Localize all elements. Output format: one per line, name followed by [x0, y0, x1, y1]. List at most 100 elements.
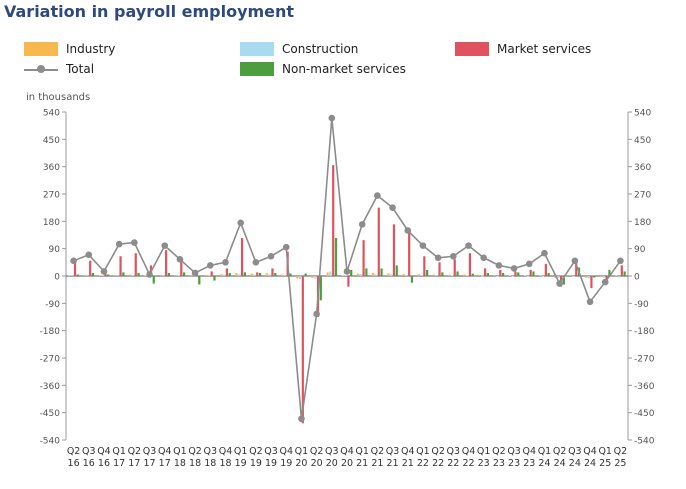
x-tick-label-year: 21 [402, 458, 414, 469]
legend-label-market-services: Market services [497, 42, 592, 56]
total-point [586, 298, 594, 306]
bar-market-services [256, 272, 259, 276]
bar-construction [496, 276, 499, 277]
x-tick-label-quarter: Q2 [128, 446, 142, 457]
x-tick-label-year: 16 [83, 458, 95, 469]
x-tick-label-quarter: Q4 [158, 446, 172, 457]
y-tick-label-left: -180 [40, 327, 61, 337]
bar-industry [356, 273, 360, 276]
bar-construction [238, 274, 241, 276]
bar-non-market-services [562, 276, 565, 285]
bar-non-market-services [258, 272, 262, 276]
legend-item-total: Total [24, 62, 94, 76]
bar-non-market-services [213, 276, 216, 281]
y-tick-label-left: 180 [43, 218, 60, 228]
legend-item-construction: Construction [240, 42, 358, 56]
x-tick-label-quarter: Q3 [143, 446, 157, 457]
y-tick-label-right: 270 [634, 191, 651, 201]
bar-market-services [210, 271, 213, 276]
bar-industry [372, 272, 375, 276]
total-point [282, 243, 290, 251]
total-point [115, 240, 123, 248]
x-tick-label-quarter: Q2 [492, 446, 506, 457]
bar-construction [602, 276, 605, 278]
bar-industry [204, 274, 208, 276]
x-tick-label-quarter: Q1 [416, 446, 430, 457]
legend-label-industry: Industry [66, 42, 116, 56]
bar-market-services [423, 256, 426, 276]
legend-label-non-market-services: Non-market services [282, 62, 406, 76]
total-point [419, 242, 427, 249]
x-tick-label-quarter: Q1 [295, 446, 309, 457]
x-tick-label-year: 21 [356, 458, 368, 469]
y-tick-label-left: 0 [54, 273, 60, 283]
total-point [267, 252, 275, 260]
bar-non-market-services [319, 276, 322, 301]
bar-construction [253, 274, 256, 276]
x-tick-label-year: 22 [417, 458, 429, 469]
x-tick-label-year: 18 [204, 458, 216, 469]
bar-non-market-services [198, 276, 201, 285]
bar-construction [283, 274, 286, 276]
bar-construction [617, 276, 621, 278]
bar-construction [481, 275, 484, 277]
bar-market-services [119, 256, 122, 276]
y-tick-label-right: -180 [634, 327, 655, 337]
y-tick-label-right: 180 [634, 218, 651, 228]
x-tick-label-year: 24 [569, 458, 581, 469]
bar-non-market-services [517, 272, 520, 276]
x-tick-label-year: 18 [174, 458, 186, 469]
legend-swatch-industry [24, 42, 58, 56]
bar-non-market-services [395, 265, 398, 276]
bar-construction [314, 276, 317, 279]
bar-non-market-services [426, 269, 429, 276]
total-point [465, 242, 472, 249]
bar-market-services [362, 240, 365, 276]
bar-market-services [514, 271, 517, 276]
x-tick-label-year: 19 [235, 458, 247, 469]
x-tick-label-year: 24 [538, 458, 550, 469]
total-point [191, 269, 199, 277]
x-axis-labels: Q216Q316Q416Q117Q217Q317Q417Q118Q218Q318… [67, 446, 627, 469]
bar-construction [71, 275, 74, 276]
x-tick-label-quarter: Q4 [401, 446, 415, 457]
x-tick-label-quarter: Q4 [279, 446, 293, 457]
bar-non-market-services [547, 272, 550, 276]
bar-market-services [438, 262, 441, 276]
bar-market-services [377, 207, 380, 276]
x-tick-label-year: 22 [432, 458, 444, 469]
total-point [510, 265, 518, 272]
x-tick-label-year: 19 [250, 458, 262, 469]
total-point [298, 415, 305, 423]
bar-non-market-services [486, 272, 490, 276]
x-tick-label-quarter: Q4 [462, 446, 476, 457]
y-tick-label-right: -270 [634, 355, 655, 365]
y-tick-label-left: 360 [43, 163, 60, 173]
y-tick-label-right: -360 [634, 382, 655, 392]
x-tick-label-year: 17 [113, 458, 125, 469]
bar-industry [98, 275, 101, 276]
x-tick-label-quarter: Q4 [583, 446, 597, 457]
bar-industry [250, 273, 253, 276]
x-tick-label-year: 24 [554, 458, 566, 469]
bar-construction [511, 276, 514, 277]
bar-non-market-services [228, 272, 231, 276]
bar-non-market-services [274, 272, 277, 276]
x-tick-label-year: 20 [326, 458, 338, 469]
y-tick-label-left: -540 [40, 437, 61, 447]
y-axis-unit-label: in thousands [26, 92, 91, 103]
bar-non-market-services [380, 268, 383, 276]
bar-non-market-services [91, 272, 95, 276]
x-tick-label-quarter: Q3 [204, 446, 218, 457]
bar-industry [539, 275, 542, 276]
bar-market-services [544, 263, 547, 276]
bar-market-services [240, 238, 244, 276]
total-point [237, 219, 244, 227]
y-tick-label-right: 90 [634, 245, 646, 255]
legend-label-total: Total [66, 62, 95, 76]
y-tick-label-left: -270 [40, 355, 61, 365]
bar-market-services [89, 260, 92, 276]
total-point [480, 254, 488, 262]
bar-construction [541, 276, 545, 277]
